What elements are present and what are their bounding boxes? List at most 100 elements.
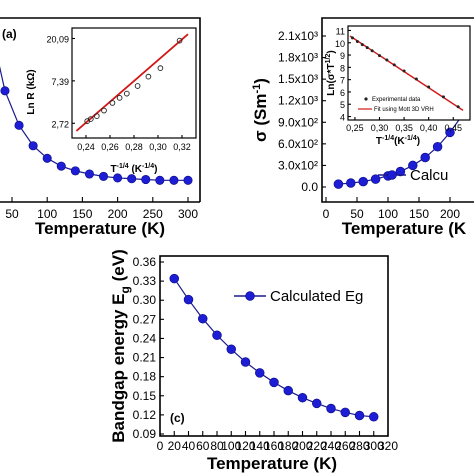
panel-c-legend-marker xyxy=(245,291,255,301)
panel-a-xlabel: Temperature (K) xyxy=(35,219,165,238)
panel-c-legend: Calculated Eg xyxy=(234,288,363,305)
panel-b-point xyxy=(408,160,418,171)
panel-c: (c) 0.36 0.33 0.30 0.27 0.24 0.21 0.18 0.15 0.12… xyxy=(109,249,398,473)
panel-b-xlabel: Temperature (K xyxy=(342,219,467,238)
panel-c-x-tick-label: 200 xyxy=(292,439,312,453)
panel-b-frame xyxy=(321,17,474,203)
panel-b-inset-point xyxy=(427,85,431,89)
panel-a-x-tick-label: 250 xyxy=(143,207,163,221)
panel-a-point xyxy=(14,120,24,130)
panel-b-inset-x-tick-label: 0,40 xyxy=(420,123,438,133)
panel-c-point xyxy=(269,377,279,388)
panel-b-inset-point xyxy=(414,77,418,81)
panel-b-point xyxy=(445,127,455,138)
panel-a-x-tick-label: 200 xyxy=(108,207,128,221)
panel-c-point xyxy=(183,294,194,305)
panel-a-point xyxy=(84,169,94,179)
panel-b-inset-point xyxy=(365,46,369,50)
panel-b-y-tick-label: 1.8x10³ xyxy=(278,51,318,65)
panel-b-legend-marker xyxy=(387,170,397,180)
panel-b-x-tick-label: 200 xyxy=(440,207,460,221)
panel-b-ylabel: σ (Sm-1) xyxy=(251,78,270,142)
panel-c-x-tick-label: 100 xyxy=(221,439,241,453)
panel-a-point xyxy=(155,175,165,185)
panel-b-inset-point xyxy=(441,95,445,99)
panel-b-inset-point xyxy=(456,105,460,109)
panel-c-point xyxy=(226,344,237,355)
panel-c-x-tick-label: 0 xyxy=(157,439,164,453)
panel-b-point xyxy=(432,141,443,152)
panel-a-inset-point xyxy=(116,94,123,101)
panel-b-inset-plot xyxy=(349,35,464,111)
panel-a-point xyxy=(183,175,193,185)
panel-b-inset-x-tick-label: 0,25 xyxy=(346,123,364,133)
panel-c-y-tick-label: 0.27 xyxy=(133,312,157,326)
panel-c-point xyxy=(369,412,379,422)
panel-c-x-ticks: 0 20 40 60 801001201401601802002202402602803… xyxy=(157,431,398,453)
panel-b-point xyxy=(370,174,381,184)
panel-b-inset-y-tick-label: 10 xyxy=(335,39,345,49)
panel-c-y-tick-label: 0.12 xyxy=(133,408,157,422)
panel-b-inset-point xyxy=(392,63,396,67)
panel-b-inset-x-ticks: 0,25 0,30 0,35 0,40 0,45 xyxy=(346,117,462,133)
panel-c-point xyxy=(283,385,294,396)
panel-b-inset-legend: Experimental data Fit using Mott 3D VRH xyxy=(358,97,434,113)
panel-c-y-tick-label: 0.18 xyxy=(133,370,157,384)
panel-c-point xyxy=(169,273,180,284)
panel-b-point xyxy=(358,176,368,187)
panel-c-x-tick-label: 180 xyxy=(278,439,298,453)
panel-a-inset-point xyxy=(157,65,164,72)
panel-b-x-tick-label: 50 xyxy=(350,207,364,221)
panel-b-y-ticks: 2.1x10³ 1.8x10³ 1.5x10³ 1.2x10³ 9.0x10² 6.0x1… xyxy=(278,29,326,194)
panel-b-inset-legend-points: Experimental data xyxy=(372,97,421,103)
panel-b-inset-point xyxy=(360,43,364,47)
panel-a-x-tick-label: 100 xyxy=(37,207,57,221)
panel-c-x-tick-label: 320 xyxy=(378,439,398,453)
panel-a-point xyxy=(127,174,137,184)
panel-a-inset-point xyxy=(134,83,141,89)
panel-a-inset-x-tick-label: 0,30 xyxy=(149,142,167,152)
panel-b-inset-xlabel: T-1/4(K-1/4) xyxy=(376,135,420,147)
panel-c-y-ticks: 0.36 0.33 0.30 0.27 0.24 0.21 0.18 0.15 0.12 0.09 xyxy=(133,255,164,441)
panel-c-tag: (c) xyxy=(170,411,185,425)
panel-b-inset-frame xyxy=(347,25,471,121)
panel-a: (a) 50 100 150 200 250 300 Temperature (K) 20… xyxy=(0,17,201,238)
panel-a-frame xyxy=(0,17,201,202)
panel-c-point xyxy=(240,357,251,367)
panel-c-x-tick-label: 40 xyxy=(182,439,196,453)
panel-a-inset-x-ticks: 0,24 0,26 0,28 0,30 0,32 xyxy=(77,135,191,152)
panel-a-x-tick-label: 50 xyxy=(5,207,19,221)
panel-b-inset-y-tick-label: 4 xyxy=(340,113,345,123)
panel-b-inset-y-tick-label: 6 xyxy=(340,88,345,98)
panel-a-inset-x-tick-label: 0,28 xyxy=(125,142,143,152)
panel-a-point xyxy=(113,173,123,183)
panel-a-inset-ylabel: Ln R (kΩ) xyxy=(26,69,37,114)
panel-b-inset-point xyxy=(370,49,374,53)
panel-a-inset-plot xyxy=(75,33,189,132)
panel-c-frame xyxy=(159,255,389,437)
panel-b-inset-ylabel: Ln(σ*T1/2) xyxy=(325,50,337,95)
panel-c-ylabel: Bandgap energy Eg (eV) xyxy=(109,249,132,442)
panel-b-point xyxy=(395,166,406,177)
panel-c-point xyxy=(354,410,365,421)
panel-b-y-tick-label: 6.0x10² xyxy=(278,137,318,151)
panel-a-point xyxy=(56,161,66,171)
panel-a-x-tick-label: 150 xyxy=(72,207,92,221)
panel-c-point xyxy=(312,398,322,409)
panel-a-inset-x-tick-label: 0,24 xyxy=(77,142,95,152)
panel-a-point xyxy=(141,174,151,185)
panel-b-inset-legend-marker xyxy=(364,97,368,101)
panel-c-y-tick-label: 0.15 xyxy=(133,389,157,403)
panel-b-inset-point xyxy=(350,36,354,40)
panel-a-inset-point xyxy=(87,116,94,122)
panel-c-x-tick-label: 60 xyxy=(196,439,210,453)
panel-a-x-ticks: 50 100 150 200 250 300 xyxy=(5,197,198,221)
panel-b-y-tick-label: 3.0x10² xyxy=(278,158,318,172)
panel-b-legend-text: Calcu xyxy=(410,167,448,184)
panel-a-point xyxy=(0,86,10,96)
panel-c-x-tick-label: 220 xyxy=(307,439,327,453)
panel-c-y-tick-label: 0.33 xyxy=(133,274,157,288)
panel-c-y-tick-label: 0.21 xyxy=(133,351,157,365)
panel-b-inset-y-tick-label: 7 xyxy=(340,76,345,86)
